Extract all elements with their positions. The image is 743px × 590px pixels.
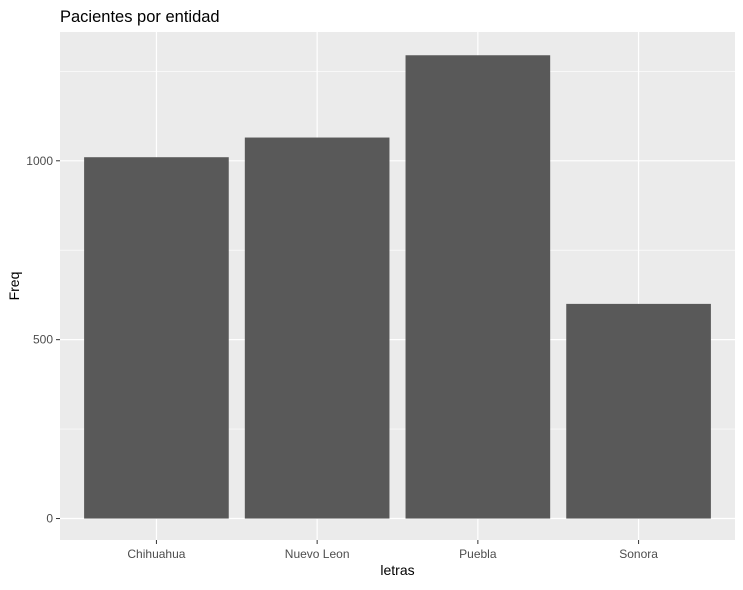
y-tick-label: 500 xyxy=(33,333,53,347)
x-tick-label: Chihuahua xyxy=(127,547,185,561)
x-axis-title: letras xyxy=(380,562,414,578)
chart-title: Pacientes por entidad xyxy=(60,8,220,26)
y-tick-label: 1000 xyxy=(26,154,53,168)
y-axis: 0 500 1000 xyxy=(26,154,60,526)
bar-chihuahua xyxy=(84,157,229,519)
bars xyxy=(84,55,711,519)
bar-sonora xyxy=(566,303,711,519)
x-axis: Chihuahua Nuevo Leon Puebla Sonora xyxy=(127,540,658,561)
x-tick-label: Puebla xyxy=(459,547,497,561)
x-tick-label: Sonora xyxy=(619,547,658,561)
y-tick-label: 0 xyxy=(46,512,53,526)
y-axis-title: Freq xyxy=(6,272,22,301)
bar-nuevo-leon xyxy=(244,137,390,519)
x-tick-label: Nuevo Leon xyxy=(285,547,350,561)
bar-puebla xyxy=(405,55,551,519)
